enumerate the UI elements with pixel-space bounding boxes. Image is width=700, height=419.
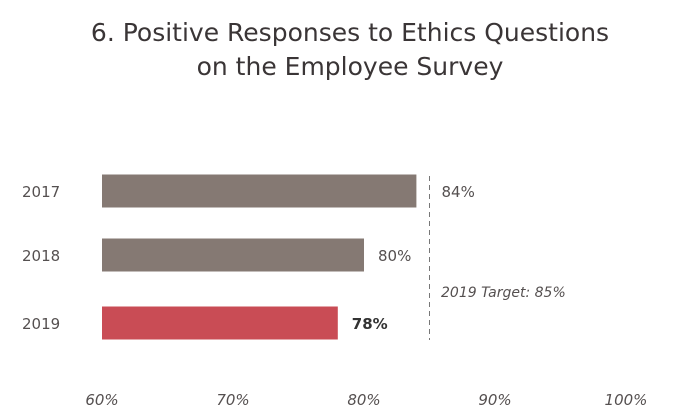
chart-title: 6. Positive Responses to Ethics Question… [0,16,700,84]
value-label-2017: 84% [442,183,475,201]
category-label-2017: 2017 [22,183,60,201]
value-label-2018: 80% [378,247,411,265]
target-label: 2019 Target: 85% [441,285,566,301]
bar-2019 [102,306,338,340]
x-tick-label-90: 90% [478,391,511,409]
chart-title-line-2: on the Employee Survey [196,52,504,81]
category-label-2018: 2018 [22,247,60,265]
chart-title-line-1: 6. Positive Responses to Ethics Question… [90,18,610,47]
x-tick-label-70: 70% [216,391,249,409]
bar-2018 [102,238,364,272]
bar-2017 [102,174,417,208]
category-label-2019: 2019 [22,315,60,333]
value-label-2019: 78% [352,315,388,333]
x-tick-label-100: 100% [605,391,648,409]
x-tick-label-60: 60% [85,391,118,409]
x-tick-label-80: 80% [347,391,380,409]
